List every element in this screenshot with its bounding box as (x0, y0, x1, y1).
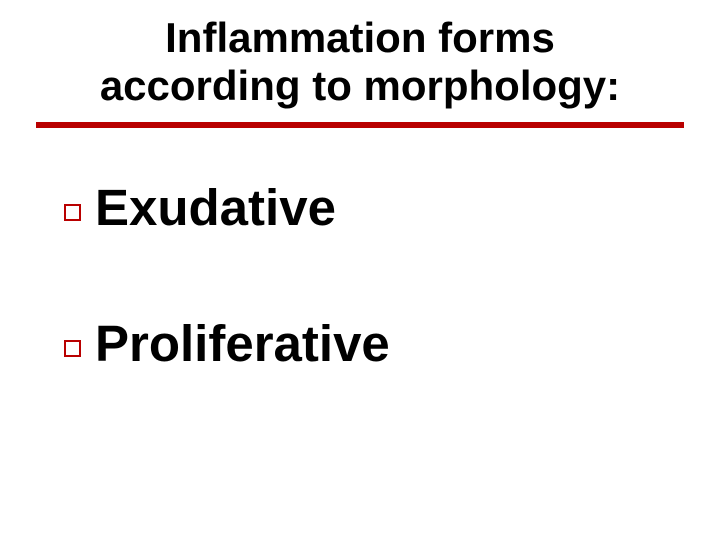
body-block: Exudative Proliferative (64, 180, 664, 452)
square-bullet-icon (64, 340, 81, 357)
title-block: Inflammation forms according to morpholo… (0, 14, 720, 111)
bullet-text: Proliferative (95, 316, 390, 372)
list-item: Exudative (64, 180, 664, 236)
slide: Inflammation forms according to morpholo… (0, 0, 720, 540)
list-item: Proliferative (64, 316, 664, 372)
slide-title-line1: Inflammation forms (0, 14, 720, 62)
bullet-text: Exudative (95, 180, 336, 236)
slide-title-line2: according to morphology: (0, 62, 720, 110)
title-divider (36, 122, 684, 128)
square-bullet-icon (64, 204, 81, 221)
